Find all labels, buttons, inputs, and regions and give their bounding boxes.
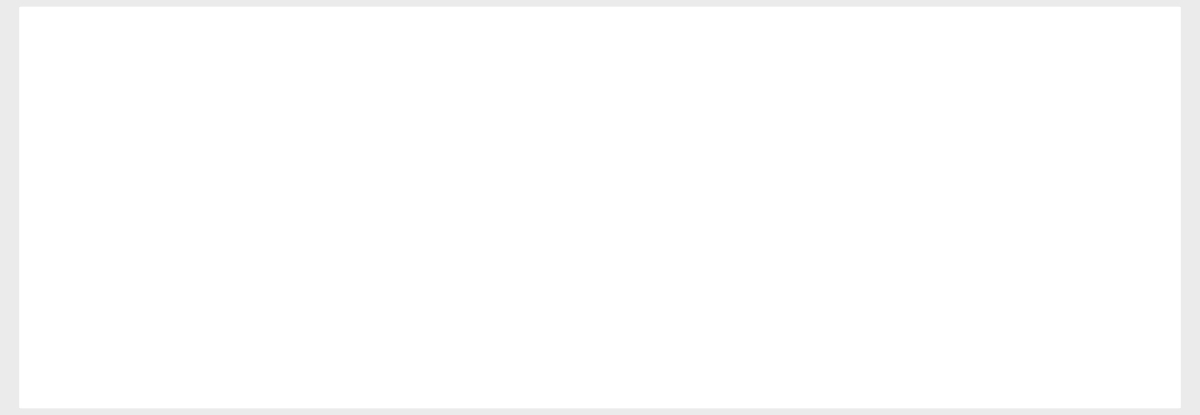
Text: collide and stick together in a completely inelastic collision. Momentum is: collide and stick together in a complete…: [58, 88, 1111, 116]
Text: = 8.10 m/s, due east. Object B, however, has a mass of: = 8.10 m/s, due east. Object B, however,…: [102, 212, 914, 240]
Text: = 17.5 kg and an initial velocity of: = 17.5 kg and an initial velocity of: [602, 150, 1103, 178]
Text: = 4.85 m/s, due north. Find the magnitude of: = 4.85 m/s, due north. Find the magnitud…: [452, 275, 1108, 303]
Text: conserved. Object A has a mass of: conserved. Object A has a mass of: [58, 150, 560, 178]
Text: A: A: [589, 169, 602, 188]
FancyBboxPatch shape: [54, 359, 199, 403]
Text: the final velocity of the two-object system after the collision.: the final velocity of the two-object sys…: [58, 329, 924, 356]
Text: Object A is moving due east, while object B is moving due north. They: Object A is moving due east, while objec…: [88, 26, 1099, 54]
Text: 0A: 0A: [74, 231, 102, 250]
Text: = 30.0 kg: = 30.0 kg: [956, 212, 1106, 240]
Text: m/s: m/s: [210, 370, 263, 398]
Text: m: m: [914, 212, 943, 240]
Text: 0B: 0B: [425, 293, 452, 312]
Text: and an initial velocity of: and an initial velocity of: [58, 275, 408, 303]
Text: 4.: 4.: [58, 26, 88, 54]
Text: B: B: [943, 231, 956, 250]
Text: v: v: [408, 275, 425, 303]
Text: v: v: [58, 212, 74, 240]
Text: m: m: [560, 150, 589, 178]
